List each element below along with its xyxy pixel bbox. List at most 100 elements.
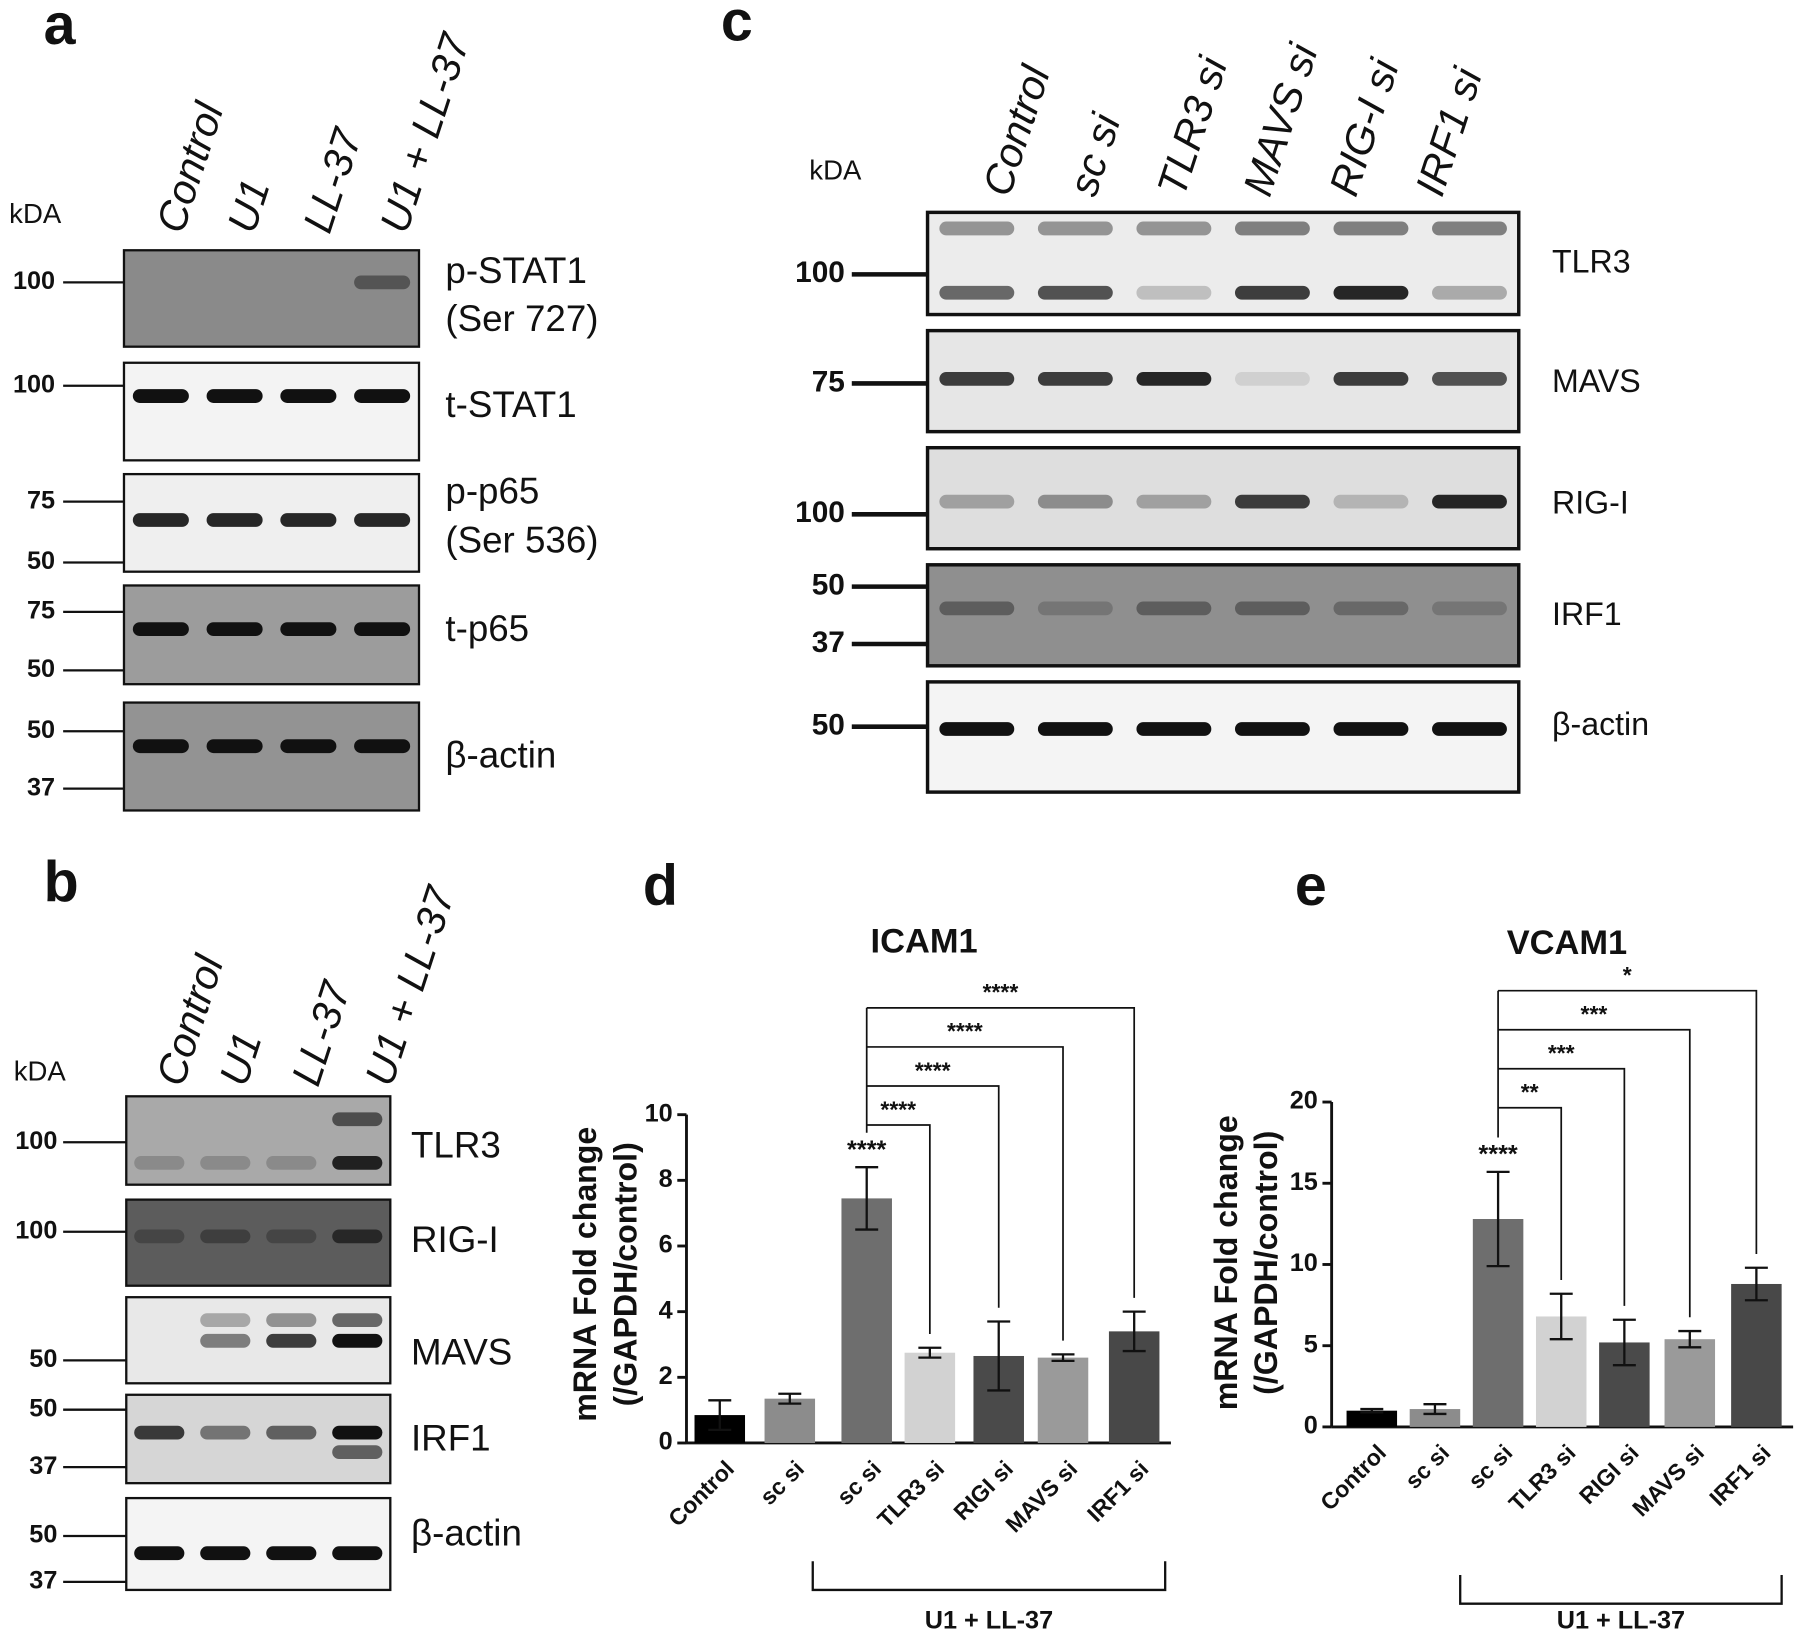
comparison-bracket [866,1007,1136,1298]
blot-label: (Ser 727) [445,298,598,339]
comparison-bracket [1498,1028,1691,1318]
blot [925,210,1521,317]
blot-band [1333,601,1409,616]
panel-label: d [643,854,678,918]
blot-band [1432,221,1507,236]
chart-title: VCAM1 [1507,924,1628,962]
comparison-label: **** [915,1057,951,1083]
blot-band [939,285,1015,300]
marker-label: 50 [812,568,845,601]
y-tick-label: 10 [645,1099,673,1127]
comparison-label: * [1623,962,1632,988]
bar [1409,1409,1461,1427]
blot-band [206,739,263,754]
blot-band [1333,221,1409,236]
group-bracket [1459,1575,1783,1605]
blot-label: RIG-I [411,1219,499,1260]
blot-band [332,1156,383,1170]
blot-band [132,389,189,403]
blot-label: TLR3 [411,1125,501,1166]
y-tick-label: 8 [659,1165,673,1193]
blot-band [266,1425,317,1440]
blot-band [266,1313,317,1328]
blot-band [939,371,1015,386]
x-tick-label: IRF1 si [1704,1439,1776,1511]
blot-band [280,513,337,527]
blot-label: β-actin [445,734,556,775]
blot-band [266,1229,317,1244]
x-tick-label: Control [1315,1439,1391,1515]
x-tick-label: TLR3 si [1504,1439,1581,1516]
y-axis-label: (/GAPDH/control) [607,1142,643,1406]
comparison-bracket [1498,989,1758,1254]
blot-band [354,739,411,754]
marker-label: 100 [795,256,845,289]
blot-band [134,1546,185,1561]
blot-label: RIG-I [1552,485,1629,521]
bar [1037,1357,1089,1443]
x-tick-label: sc si [832,1455,886,1509]
blot [925,563,1521,668]
blot-band [1136,601,1212,616]
blot-band [200,1546,251,1561]
blot-band [1136,371,1212,386]
group-label: U1 + LL-37 [925,1607,1053,1635]
blot [925,680,1521,794]
kda-label: kDA [809,154,862,185]
y-tick-label: 6 [659,1231,673,1259]
marker-label: 50 [27,547,55,575]
blot-label: β-actin [1552,706,1649,742]
blot-band [939,494,1015,509]
blot-band [1037,601,1113,616]
bar [1346,1410,1398,1427]
blot-band [1037,722,1113,736]
y-axis-label: mRNA Fold change [1208,1115,1244,1410]
comparison-bracket [1498,1067,1626,1306]
y-axis-label: mRNA Fold change [567,1127,603,1422]
blot-label: IRF1 [1552,596,1622,632]
y-tick-label: 5 [1304,1330,1318,1358]
blot [125,1095,392,1186]
blot-band [1234,494,1310,509]
blot-band [1234,221,1310,236]
blot-band [354,275,411,290]
blot-label: β-actin [411,1513,522,1554]
blot-band [1037,285,1113,300]
lane-label: LL-37 [294,121,371,238]
x-tick-label: MAVS si [1627,1439,1709,1521]
comparison-bracket [866,1046,1064,1341]
panel-label: e [1295,854,1327,918]
blot-band [1432,601,1507,616]
blot-band [332,1546,383,1561]
group-label: U1 + LL-37 [1557,1607,1685,1635]
y-tick-label: 2 [659,1362,673,1390]
bar [1664,1339,1716,1427]
lane-label: U1 + LL-37 [356,879,464,1091]
blot-band [354,622,411,636]
blot-band [200,1425,251,1440]
y-axis-label: (/GAPDH/control) [1248,1131,1284,1395]
x-tick-label: MAVS si [1000,1455,1082,1537]
blot [925,328,1521,434]
blot-band [134,1425,185,1440]
blot-band [1136,494,1212,509]
bar [904,1352,956,1443]
y-tick-label: 15 [1290,1168,1318,1196]
blot-band [200,1313,251,1328]
comparison-label: ** [1521,1079,1539,1105]
lane-label: TLR3 si [1148,50,1236,201]
marker-label: 75 [812,365,845,398]
blot-band [1432,371,1507,386]
blot-band [1333,722,1409,736]
blot-band [200,1156,251,1170]
marker-label: 75 [27,486,55,514]
blot-band [1136,722,1212,736]
blot [122,701,421,812]
blot-band [1333,371,1409,386]
blot-band [1234,722,1310,736]
lane-label: LL-37 [283,974,360,1091]
blot-band [332,1333,383,1348]
comparison-bracket [1498,1106,1563,1280]
blot [125,1496,392,1592]
